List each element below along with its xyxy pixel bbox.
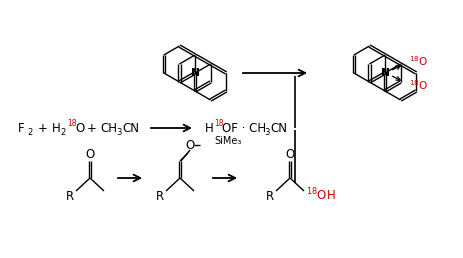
Text: SiMe₃: SiMe₃	[213, 136, 241, 146]
Text: +: +	[87, 122, 97, 134]
Text: H: H	[52, 122, 61, 134]
Text: R: R	[265, 190, 274, 204]
Text: CH: CH	[100, 122, 117, 134]
Text: N: N	[190, 68, 199, 78]
Text: R: R	[156, 190, 164, 204]
Text: N: N	[190, 68, 199, 78]
Text: 18: 18	[213, 118, 223, 127]
Text: +: +	[38, 122, 48, 134]
Text: O: O	[75, 122, 84, 134]
Text: CN: CN	[269, 122, 287, 134]
Text: R: R	[66, 190, 74, 204]
Text: $^{18}$OH: $^{18}$OH	[305, 187, 335, 203]
Text: O: O	[185, 139, 194, 151]
Text: O: O	[85, 149, 94, 162]
Text: 2: 2	[27, 127, 32, 136]
Text: $^{18}$O: $^{18}$O	[408, 78, 427, 92]
Text: H: H	[205, 122, 213, 134]
Text: $^{18}$O: $^{18}$O	[408, 54, 427, 68]
Text: O: O	[285, 149, 294, 162]
Text: 3: 3	[263, 127, 269, 136]
Text: 2: 2	[60, 127, 65, 136]
Text: F: F	[18, 122, 25, 134]
Text: N: N	[380, 68, 388, 78]
Text: OF · CH: OF · CH	[221, 122, 266, 134]
Text: 18: 18	[67, 118, 76, 127]
Text: CN: CN	[122, 122, 139, 134]
Text: N: N	[380, 68, 388, 78]
Text: 3: 3	[116, 127, 121, 136]
